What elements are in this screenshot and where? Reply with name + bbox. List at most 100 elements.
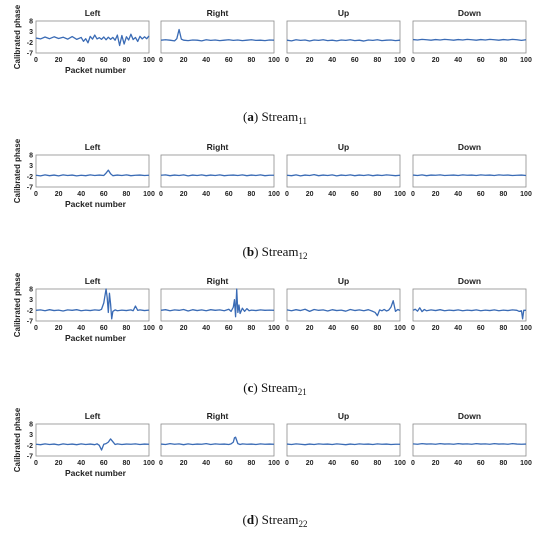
x-tick-label-b-left: 80	[123, 191, 131, 198]
x-tick-label-b-up: 80	[374, 191, 382, 198]
x-tick-label-a-left: 60	[100, 57, 108, 64]
x-tick-label-a-left: 0	[34, 57, 38, 64]
panel-title-d-up: Up	[338, 411, 349, 421]
x-tick-label-d-up: 0	[285, 460, 289, 467]
x-tick-label-b-down: 80	[500, 191, 508, 198]
x-tick-label-c-right: 100	[268, 325, 280, 332]
x-tick-label-b-right: 60	[225, 191, 233, 198]
x-tick-label-c-down: 100	[520, 325, 532, 332]
x-axis-label-row-c: Packet number	[65, 333, 127, 343]
x-tick-label-a-right: 100	[268, 57, 280, 64]
caption-subscript: 21	[298, 387, 307, 397]
y-tick-label-d: 8	[29, 422, 33, 429]
x-tick-label-c-up: 60	[351, 325, 359, 332]
x-tick-label-d-left: 100	[143, 460, 155, 467]
x-tick-label-d-right: 80	[248, 460, 256, 467]
x-tick-label-c-up: 80	[374, 325, 382, 332]
x-tick-label-d-left: 80	[123, 460, 131, 467]
x-tick-label-b-right: 100	[268, 191, 280, 198]
series-line-a-down	[412, 38, 527, 42]
x-tick-label-d-right: 40	[202, 460, 210, 467]
series-line-a-left	[35, 33, 150, 47]
x-tick-label-c-down: 40	[454, 325, 462, 332]
plot-frame-b-left	[35, 154, 150, 188]
caption-a: (a) Stream11	[243, 109, 307, 126]
y-tick-label-c: 3	[29, 297, 33, 304]
y-tick-label-c: -2	[27, 308, 33, 315]
panel-title-d-down: Down	[458, 411, 481, 421]
y-tick-label-a: -7	[27, 51, 33, 58]
x-tick-label-b-down: 20	[432, 191, 440, 198]
panel-title-a-left: Left	[85, 8, 101, 18]
plot-frame-b-down	[412, 154, 527, 188]
y-tick-label-b: -7	[27, 185, 33, 192]
x-tick-label-c-right: 80	[248, 325, 256, 332]
caption-letter: c	[248, 380, 254, 395]
x-tick-label-c-up: 100	[394, 325, 406, 332]
y-tick-label-a: -2	[27, 40, 33, 47]
y-axis-label-row-c: Calibrated phase	[13, 272, 22, 337]
series-line-c-left	[35, 288, 150, 320]
plot-frame-a-right	[160, 20, 275, 54]
x-tick-label-a-down: 20	[432, 57, 440, 64]
x-tick-label-a-up: 0	[285, 57, 289, 64]
panel-title-a-down: Down	[458, 8, 481, 18]
caption-b: (b) Stream12	[243, 244, 308, 261]
x-tick-label-a-right: 80	[248, 57, 256, 64]
y-tick-label-b: -2	[27, 174, 33, 181]
x-tick-label-d-up: 100	[394, 460, 406, 467]
panel-title-b-right: Right	[207, 142, 229, 152]
caption-letter: b	[247, 244, 254, 259]
y-tick-label-d: 3	[29, 432, 33, 439]
x-tick-label-c-left: 40	[77, 325, 85, 332]
x-tick-label-a-right: 20	[180, 57, 188, 64]
caption-subscript: 22	[298, 519, 307, 529]
x-tick-label-d-up: 80	[374, 460, 382, 467]
x-tick-label-a-up: 40	[328, 57, 336, 64]
x-tick-label-d-left: 20	[55, 460, 63, 467]
caption-subscript: 12	[298, 251, 307, 261]
plot-frame-c-right	[160, 288, 275, 322]
x-tick-label-a-left: 80	[123, 57, 131, 64]
x-tick-label-d-down: 80	[500, 460, 508, 467]
panel-title-a-up: Up	[338, 8, 349, 18]
caption-letter: d	[247, 512, 255, 527]
y-axis-label-row-b: Calibrated phase	[13, 138, 22, 203]
series-line-a-up	[286, 39, 401, 42]
x-tick-label-a-down: 80	[500, 57, 508, 64]
x-tick-label-a-down: 100	[520, 57, 532, 64]
plot-frame-d-down	[412, 423, 527, 457]
x-tick-label-b-left: 60	[100, 191, 108, 198]
series-line-c-down	[412, 307, 526, 320]
x-tick-label-b-left: 0	[34, 191, 38, 198]
x-tick-label-d-up: 60	[351, 460, 359, 467]
series-line-b-right	[160, 174, 274, 177]
x-tick-label-b-left: 100	[143, 191, 155, 198]
plot-frame-b-up	[286, 154, 401, 188]
series-line-d-left	[35, 438, 150, 451]
caption-d: (d) Stream22	[243, 512, 308, 529]
y-tick-label-b: 8	[29, 153, 33, 160]
x-tick-label-a-up: 60	[351, 57, 359, 64]
panel-title-c-up: Up	[338, 276, 349, 286]
x-tick-label-d-down: 0	[411, 460, 415, 467]
x-tick-label-b-down: 100	[520, 191, 532, 198]
x-tick-label-d-right: 60	[225, 460, 233, 467]
x-tick-label-a-left: 100	[143, 57, 155, 64]
x-tick-label-c-down: 0	[411, 325, 415, 332]
x-tick-label-d-down: 60	[477, 460, 485, 467]
panel-title-b-up: Up	[338, 142, 349, 152]
x-tick-label-b-right: 20	[180, 191, 188, 198]
y-tick-label-b: 3	[29, 163, 33, 170]
x-tick-label-a-up: 20	[306, 57, 314, 64]
series-line-d-down	[412, 442, 527, 445]
y-tick-label-c: 8	[29, 287, 33, 294]
x-tick-label-b-down: 60	[477, 191, 485, 198]
x-tick-label-a-left: 40	[77, 57, 85, 64]
x-tick-label-b-up: 40	[328, 191, 336, 198]
plot-frame-c-down	[412, 288, 527, 322]
x-tick-label-c-up: 0	[285, 325, 289, 332]
series-line-b-down	[412, 174, 527, 177]
y-axis-label-row-a: Calibrated phase	[13, 4, 22, 69]
